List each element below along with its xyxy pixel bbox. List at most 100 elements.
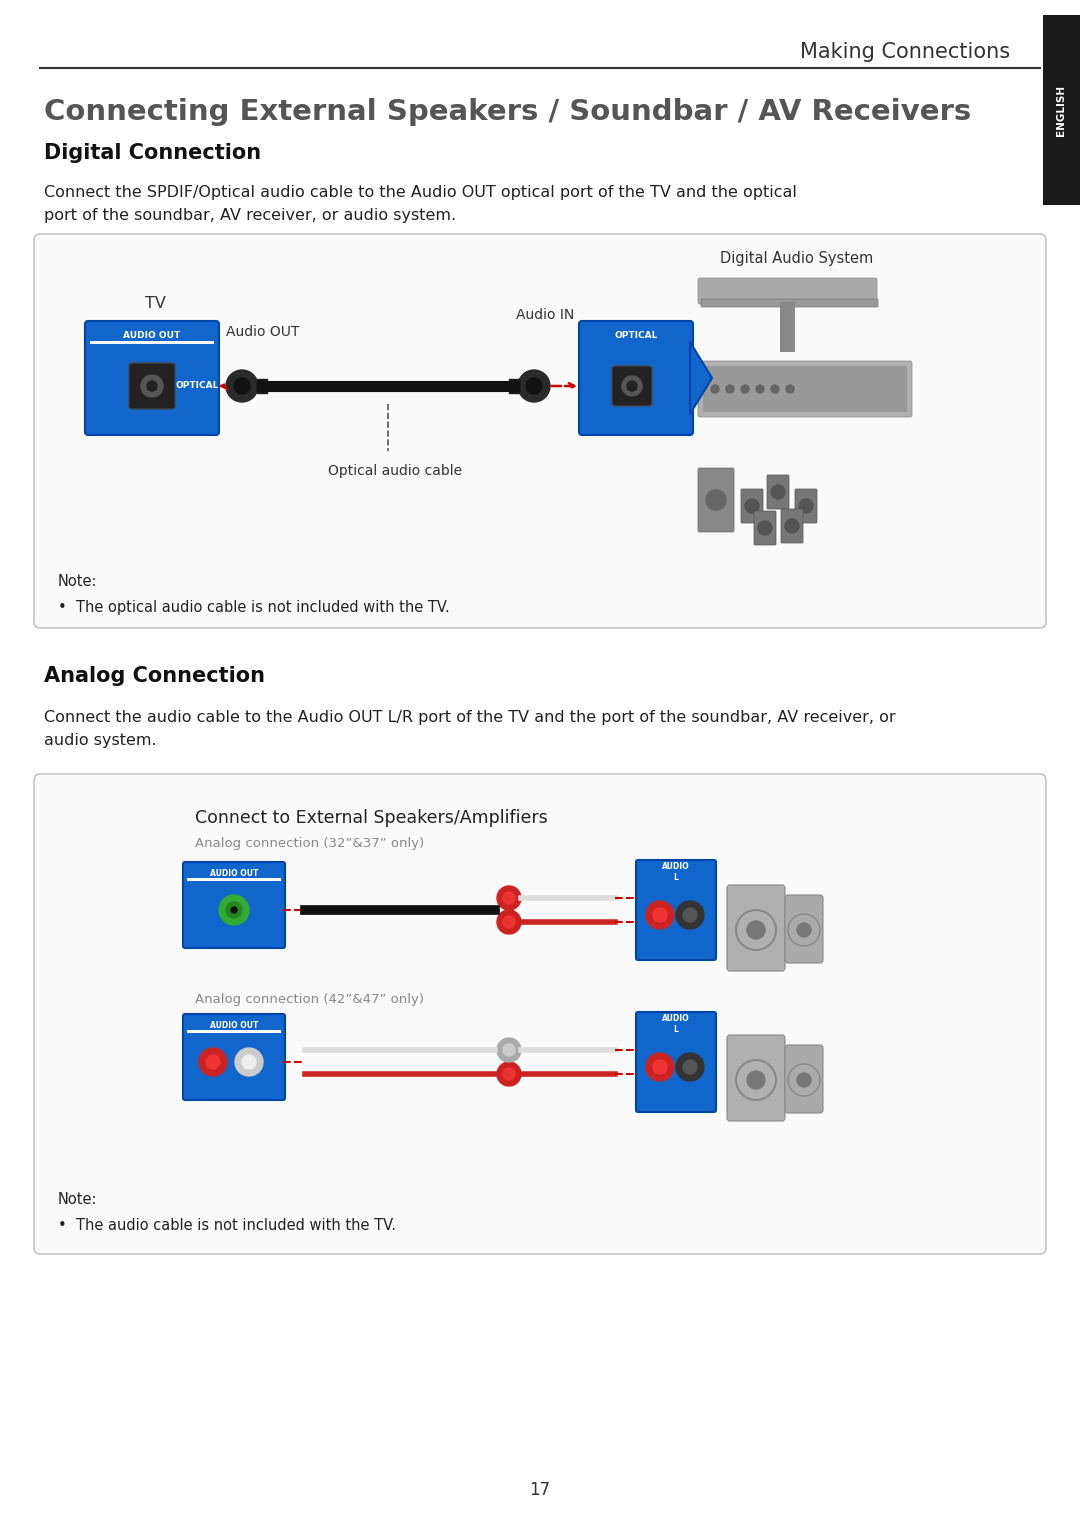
FancyBboxPatch shape <box>698 360 912 417</box>
FancyBboxPatch shape <box>767 475 789 508</box>
FancyBboxPatch shape <box>795 489 816 524</box>
Circle shape <box>676 901 704 928</box>
Circle shape <box>758 521 772 534</box>
Text: 17: 17 <box>529 1481 551 1500</box>
Circle shape <box>147 382 157 391</box>
FancyBboxPatch shape <box>741 489 762 524</box>
Text: Connect the audio cable to the Audio OUT L/R port of the TV and the port of the : Connect the audio cable to the Audio OUT… <box>44 710 895 748</box>
Text: AUDIO
L: AUDIO L <box>662 1014 690 1034</box>
FancyBboxPatch shape <box>703 366 907 412</box>
Circle shape <box>627 382 637 391</box>
Text: Digital Audio System: Digital Audio System <box>720 250 874 266</box>
Bar <box>1043 15 1080 205</box>
Circle shape <box>676 1054 704 1081</box>
FancyBboxPatch shape <box>612 366 652 406</box>
FancyBboxPatch shape <box>785 895 823 964</box>
Text: Making Connections: Making Connections <box>800 43 1010 63</box>
Circle shape <box>199 1048 227 1077</box>
Bar <box>90 341 214 344</box>
Text: AUDIO
L: AUDIO L <box>662 863 690 881</box>
Text: Connect the SPDIF/Optical audio cable to the Audio OUT optical port of the TV an: Connect the SPDIF/Optical audio cable to… <box>44 185 797 223</box>
Circle shape <box>503 916 515 928</box>
Circle shape <box>226 902 242 918</box>
FancyBboxPatch shape <box>33 774 1047 1254</box>
Text: TV: TV <box>145 296 165 310</box>
Circle shape <box>683 1060 697 1073</box>
Circle shape <box>756 385 764 392</box>
Circle shape <box>503 1044 515 1057</box>
Text: Analog Connection: Analog Connection <box>44 666 265 686</box>
Circle shape <box>683 909 697 922</box>
Text: Note:
•  The optical audio cable is not included with the TV.: Note: • The optical audio cable is not i… <box>58 574 449 615</box>
Circle shape <box>622 376 642 395</box>
Polygon shape <box>690 342 712 414</box>
Circle shape <box>745 499 759 513</box>
FancyBboxPatch shape <box>183 1014 285 1099</box>
FancyBboxPatch shape <box>701 299 878 307</box>
Circle shape <box>206 1055 220 1069</box>
Circle shape <box>799 499 813 513</box>
FancyBboxPatch shape <box>698 278 877 304</box>
FancyBboxPatch shape <box>754 512 777 545</box>
Text: Audio IN: Audio IN <box>516 308 573 322</box>
Circle shape <box>786 385 794 392</box>
Text: Digital Connection: Digital Connection <box>44 144 261 163</box>
Text: OPTICAL: OPTICAL <box>615 330 658 339</box>
Bar <box>780 302 795 353</box>
Circle shape <box>771 385 779 392</box>
Circle shape <box>653 909 667 922</box>
Circle shape <box>797 1073 811 1087</box>
Circle shape <box>226 370 258 402</box>
Circle shape <box>785 519 799 533</box>
FancyBboxPatch shape <box>33 234 1047 628</box>
Bar <box>187 1031 281 1032</box>
Bar <box>257 379 267 392</box>
FancyBboxPatch shape <box>727 1035 785 1121</box>
Circle shape <box>219 895 249 925</box>
FancyBboxPatch shape <box>636 860 716 960</box>
Circle shape <box>503 1067 515 1080</box>
Text: Analog connection (32”&37” only): Analog connection (32”&37” only) <box>195 837 424 851</box>
Text: ENGLISH: ENGLISH <box>1056 84 1066 136</box>
Circle shape <box>497 1038 521 1061</box>
Circle shape <box>234 379 249 394</box>
Circle shape <box>646 901 674 928</box>
Text: Analog connection (42”&47” only): Analog connection (42”&47” only) <box>195 994 424 1006</box>
FancyBboxPatch shape <box>636 1012 716 1112</box>
Circle shape <box>518 370 550 402</box>
FancyBboxPatch shape <box>129 363 175 409</box>
Text: Connecting External Speakers / Soundbar / AV Receivers: Connecting External Speakers / Soundbar … <box>44 98 971 127</box>
Circle shape <box>503 892 515 904</box>
Circle shape <box>771 486 785 499</box>
Circle shape <box>242 1055 256 1069</box>
Circle shape <box>741 385 750 392</box>
Text: Connect to External Speakers/Amplifiers: Connect to External Speakers/Amplifiers <box>195 809 548 828</box>
Bar <box>187 878 281 881</box>
Circle shape <box>497 1061 521 1086</box>
FancyBboxPatch shape <box>698 467 734 531</box>
Text: Note:
•  The audio cable is not included with the TV.: Note: • The audio cable is not included … <box>58 1193 396 1232</box>
Circle shape <box>726 385 734 392</box>
Bar <box>509 379 519 392</box>
Text: AUDIO OUT: AUDIO OUT <box>210 869 258 878</box>
Circle shape <box>231 907 237 913</box>
Circle shape <box>797 922 811 938</box>
Circle shape <box>235 1048 264 1077</box>
FancyBboxPatch shape <box>727 886 785 971</box>
FancyBboxPatch shape <box>781 508 804 544</box>
Circle shape <box>646 1054 674 1081</box>
Text: AUDIO OUT: AUDIO OUT <box>123 330 180 339</box>
Circle shape <box>141 376 163 397</box>
Text: Audio OUT: Audio OUT <box>226 325 299 339</box>
FancyBboxPatch shape <box>579 321 693 435</box>
FancyBboxPatch shape <box>85 321 219 435</box>
Circle shape <box>747 1070 765 1089</box>
FancyBboxPatch shape <box>183 863 285 948</box>
Circle shape <box>706 490 726 510</box>
Circle shape <box>653 1060 667 1073</box>
FancyBboxPatch shape <box>785 1044 823 1113</box>
Circle shape <box>711 385 719 392</box>
Text: AUDIO OUT: AUDIO OUT <box>210 1020 258 1029</box>
Circle shape <box>497 910 521 935</box>
Text: Optical audio cable: Optical audio cable <box>328 464 462 478</box>
